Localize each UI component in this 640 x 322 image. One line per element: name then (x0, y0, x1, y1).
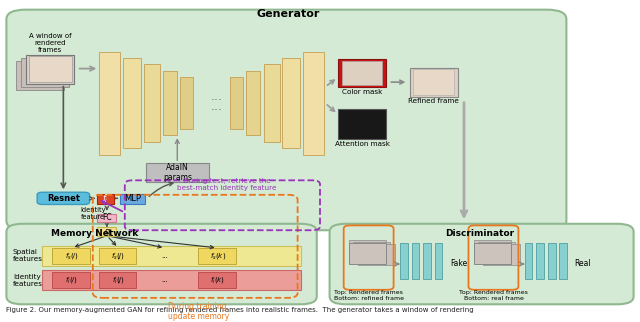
Bar (180, 77, 193, 129)
Bar (413, 69, 454, 95)
Bar (42, 246, 301, 266)
Text: Memory Network: Memory Network (51, 229, 138, 238)
Text: $f_i(k)$: $f_i(k)$ (210, 275, 225, 285)
Bar (338, 59, 386, 87)
Bar (52, 248, 90, 264)
Bar (474, 240, 511, 261)
Text: Figure 2. Our memory-augmented GAN for refining rendered frames into realistic f: Figure 2. Our memory-augmented GAN for r… (6, 307, 474, 313)
Text: A window of
rendered
frames: A window of rendered frames (29, 33, 71, 53)
Bar (97, 227, 116, 236)
Bar (338, 109, 386, 139)
Bar (16, 61, 64, 90)
Text: During test, retrieve the
best-match identity feature: During test, retrieve the best-match ide… (177, 178, 277, 191)
Bar (42, 270, 301, 290)
Bar (146, 163, 209, 182)
Text: FC: FC (102, 213, 112, 223)
Bar (26, 55, 74, 84)
Bar (435, 243, 442, 279)
Text: Color mask: Color mask (342, 89, 383, 95)
Bar (99, 248, 136, 264)
Bar (536, 243, 544, 279)
Bar (29, 56, 72, 82)
Bar (99, 272, 136, 288)
Bar (548, 243, 556, 279)
Bar (198, 272, 236, 288)
Text: During training,
update memory: During training, update memory (168, 302, 229, 321)
Text: Generator: Generator (256, 9, 320, 20)
Text: Discriminator: Discriminator (445, 229, 515, 238)
Bar (483, 244, 520, 265)
Text: Top: Rendered frames
Bottom: real frame: Top: Rendered frames Bottom: real frame (459, 290, 528, 301)
FancyBboxPatch shape (330, 224, 634, 304)
Text: Spatial
features: Spatial features (13, 250, 43, 262)
Bar (525, 243, 532, 279)
Bar (230, 77, 243, 129)
Bar (423, 243, 431, 279)
Bar (349, 243, 386, 264)
Text: q: q (104, 227, 109, 236)
Bar (144, 64, 160, 142)
Bar (412, 243, 419, 279)
Text: ...: ... (162, 253, 168, 259)
Text: Attention mask: Attention mask (335, 141, 390, 147)
Bar (26, 55, 74, 84)
Text: ...: ... (211, 90, 222, 103)
Bar (353, 242, 390, 263)
Text: MLP: MLP (124, 194, 141, 203)
Text: $f_i(i)$: $f_i(i)$ (65, 275, 78, 285)
Bar (97, 194, 114, 204)
Bar (474, 243, 511, 264)
Bar (349, 240, 386, 261)
Text: Identity
features: Identity features (13, 274, 43, 287)
Text: Resnet: Resnet (47, 194, 80, 203)
Bar (99, 52, 120, 155)
Text: ...: ... (211, 100, 222, 113)
Bar (120, 194, 145, 204)
Bar (123, 58, 141, 148)
Bar (358, 244, 395, 265)
Bar (246, 71, 260, 135)
Text: $f_s(i)$: $f_s(i)$ (65, 251, 79, 261)
Bar (478, 242, 515, 263)
Text: Real: Real (575, 259, 591, 268)
Text: Identity
feature: Identity feature (80, 207, 106, 220)
Text: $f_i$: $f_i$ (102, 193, 109, 205)
Text: $f_i(j)$: $f_i(j)$ (112, 275, 125, 285)
Bar (303, 52, 324, 155)
Bar (342, 61, 382, 85)
Bar (410, 68, 458, 97)
FancyBboxPatch shape (6, 224, 317, 304)
Text: AdaIN
params: AdaIN params (163, 163, 192, 182)
Bar (97, 214, 116, 222)
Text: Fake: Fake (450, 259, 467, 268)
Text: ...: ... (162, 277, 168, 283)
Bar (198, 248, 236, 264)
Bar (282, 58, 300, 148)
Bar (21, 58, 69, 87)
Bar (163, 71, 177, 135)
Bar (52, 272, 90, 288)
Bar (264, 64, 280, 142)
FancyBboxPatch shape (6, 10, 566, 230)
Text: Refined frame: Refined frame (408, 98, 460, 104)
Text: Top: Rendered frames
Bottom: refined frame: Top: Rendered frames Bottom: refined fra… (333, 290, 404, 301)
Text: $f_s(k)$: $f_s(k)$ (209, 251, 226, 261)
FancyBboxPatch shape (37, 192, 90, 204)
Bar (400, 243, 408, 279)
Text: $f_s(j)$: $f_s(j)$ (111, 251, 125, 261)
Bar (559, 243, 567, 279)
